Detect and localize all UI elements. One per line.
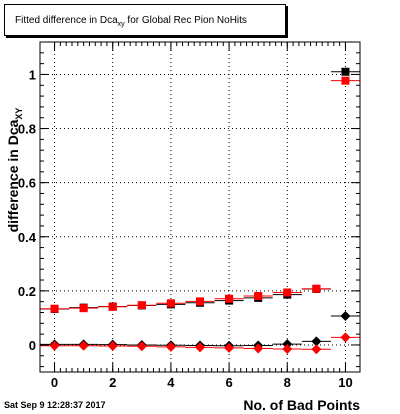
- x-tick-label: 2: [109, 375, 116, 390]
- data-point-square: [341, 67, 350, 76]
- data-point-square: [79, 304, 88, 313]
- data-point-square: [254, 291, 263, 300]
- data-point-diamond: [311, 336, 322, 347]
- y-axis-label: difference in DcaXY: [5, 108, 24, 233]
- data-point-square: [341, 76, 350, 85]
- grid-layer: [40, 42, 360, 372]
- data-point-square: [225, 294, 234, 303]
- data-point-diamond: [49, 340, 60, 351]
- data-point-diamond: [224, 342, 235, 353]
- timestamp: Sat Sep 9 12:28:37 2017: [4, 400, 106, 410]
- title-suffix: for Global Rec Pion NoHits: [124, 15, 247, 26]
- y-axis-label-main: difference in Dca: [5, 119, 21, 232]
- data-point-diamond: [136, 341, 147, 352]
- data-point-square: [283, 288, 292, 297]
- data-point-diamond: [253, 343, 264, 354]
- data-point-diamond: [340, 311, 351, 322]
- data-point-diamond: [282, 344, 293, 355]
- data-point-diamond: [195, 342, 205, 353]
- data-point-diamond: [165, 341, 176, 352]
- y-tick-label: 0.8: [18, 122, 36, 137]
- data-point-diamond: [78, 340, 89, 351]
- x-tick-label: 0: [51, 375, 58, 390]
- data-point-square: [137, 301, 146, 310]
- y-tick-label: 1: [29, 67, 36, 82]
- data-point-square: [312, 284, 321, 293]
- title-subscript: xy: [117, 21, 125, 28]
- title-prefix: Fitted difference in Dca: [15, 15, 118, 26]
- x-tick-label: 6: [225, 375, 232, 390]
- y-tick-label: 0.4: [18, 230, 37, 245]
- data-point-square: [166, 299, 175, 308]
- data-point-square: [108, 302, 117, 311]
- y-axis-label-subscript: XY: [14, 108, 24, 120]
- data-point-square: [50, 304, 59, 313]
- data-point-diamond: [311, 344, 322, 355]
- data-point-diamond: [107, 341, 118, 352]
- y-tick-label: 0.2: [18, 284, 36, 299]
- x-tick-label: 10: [338, 375, 352, 390]
- x-tick-label: 4: [167, 375, 175, 390]
- y-tick-label: 0: [29, 338, 36, 353]
- data-layer: [40, 67, 360, 355]
- y-tick-label: 0.6: [18, 176, 36, 191]
- x-axis-label: No. of Bad Points: [243, 397, 360, 413]
- plot-frame: [39, 41, 361, 373]
- chart-title: Fitted difference in Dcaxy for Global Re…: [15, 15, 247, 31]
- title-box: Fitted difference in Dcaxy for Global Re…: [4, 4, 286, 36]
- x-tick-label: 8: [284, 375, 291, 390]
- axis-layer: 0 2 4 6 8 10 0 0.2 0.4 0.6 0.8 1: [18, 42, 360, 390]
- data-point-square: [196, 297, 204, 306]
- data-point-diamond: [340, 332, 351, 343]
